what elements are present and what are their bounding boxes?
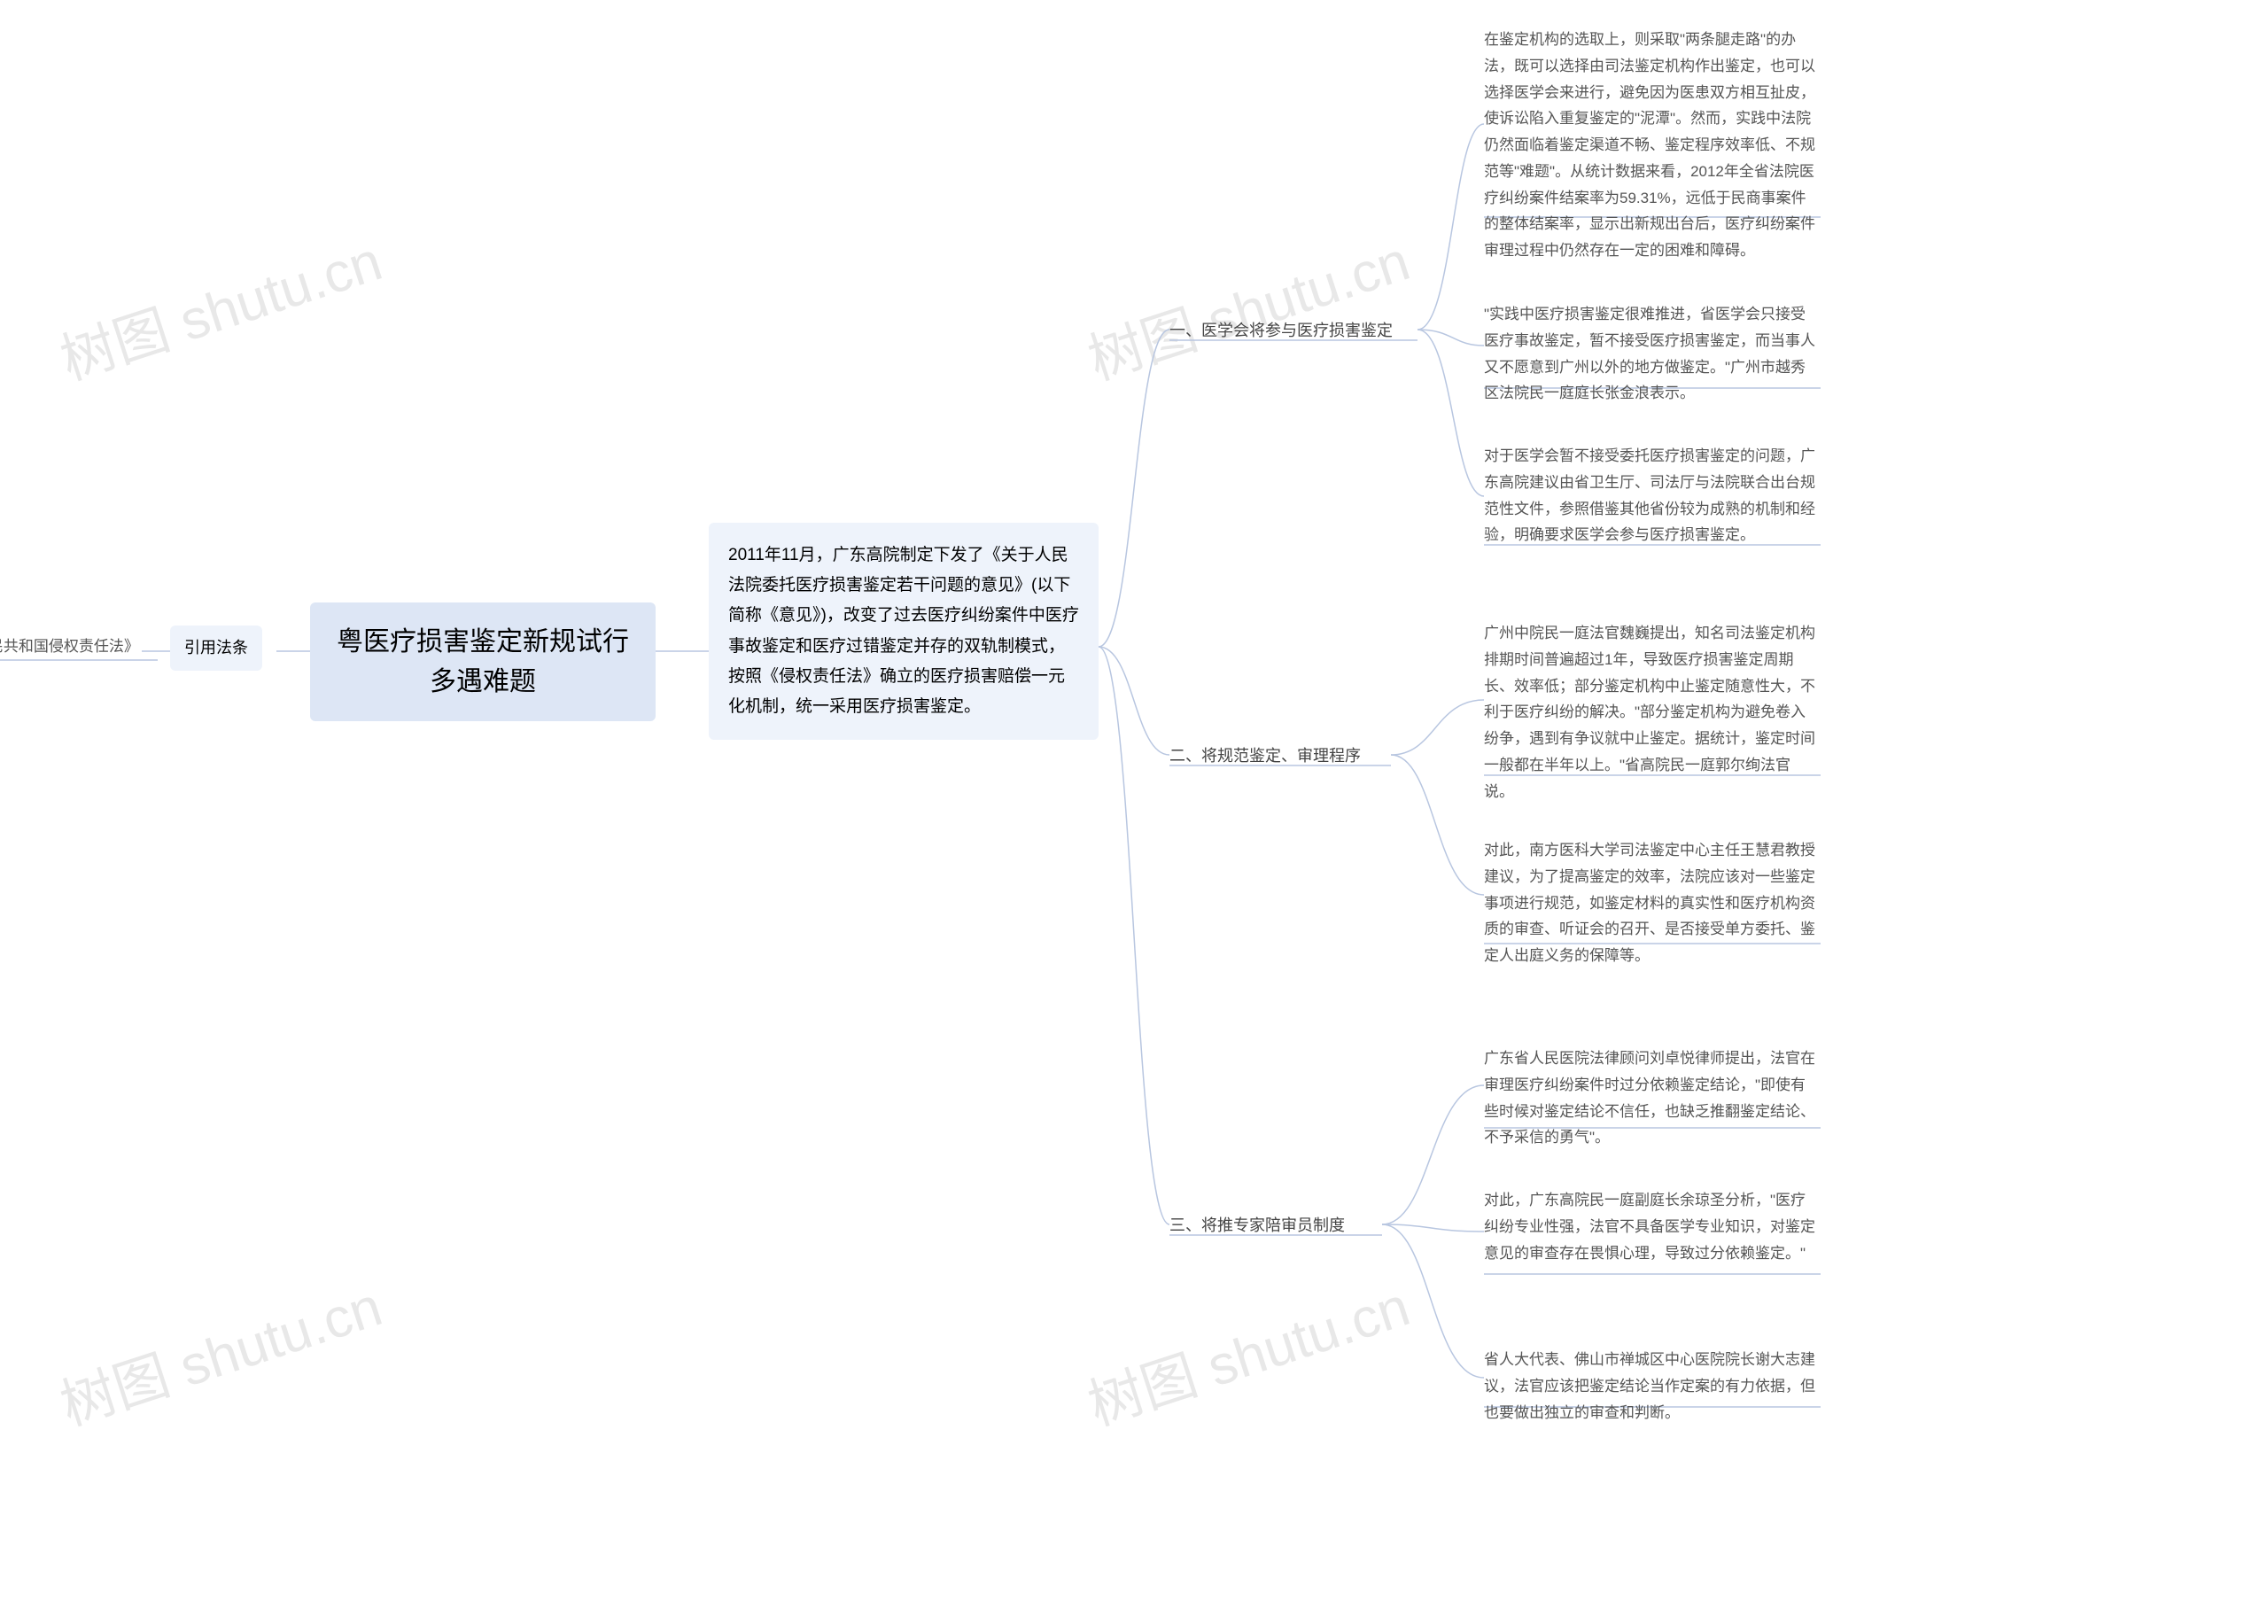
- section-2-label: 二、将规范鉴定、审理程序: [1169, 742, 1391, 770]
- root-title-line2: 多遇难题: [337, 662, 629, 702]
- root-title-line1: 粤医疗损害鉴定新规试行: [337, 622, 629, 662]
- intro-node: 2011年11月，广东高院制定下发了《关于人民法院委托医疗损害鉴定若干问题的意见…: [709, 523, 1099, 740]
- section-3-text: 三、将推专家陪审员制度: [1169, 1216, 1345, 1234]
- watermark: 树图 shutu.cn: [49, 216, 390, 395]
- intro-text: 2011年11月，广东高院制定下发了《关于人民法院委托医疗损害鉴定若干问题的意见…: [728, 546, 1079, 716]
- leaf-text: 广东省人民医院法律顾问刘卓悦律师提出，法官在审理医疗纠纷案件时过分依赖鉴定结论，…: [1484, 1050, 1815, 1146]
- leaf-text: 省人大代表、佛山市禅城区中心医院院长谢大志建议，法官应该把鉴定结论当作定案的有力…: [1484, 1351, 1815, 1421]
- mindmap-root: 粤医疗损害鉴定新规试行 多遇难题: [310, 602, 656, 721]
- section-3-item-0: 广东省人民医院法律顾问刘卓悦律师提出，法官在审理医疗纠纷案件时过分依赖鉴定结论，…: [1484, 1045, 1821, 1151]
- section-3-item-2: 省人大代表、佛山市禅城区中心医院院长谢大志建议，法官应该把鉴定结论当作定案的有力…: [1484, 1347, 1821, 1426]
- section-2-item-1: 对此，南方医科大学司法鉴定中心主任王慧君教授建议，为了提高鉴定的效率，法院应该对…: [1484, 837, 1821, 969]
- section-1-item-2: 对于医学会暂不接受委托医疗损害鉴定的问题，广东高院建议由省卫生厅、司法厅与法院联…: [1484, 443, 1821, 548]
- ref-item-node: [1]《中华人民共和国侵权责任法》: [0, 633, 158, 660]
- section-1-item-1: "实践中医疗损害鉴定很难推进，省医学会只接受医疗事故鉴定，暂不接受医疗损害鉴定，…: [1484, 301, 1821, 407]
- watermark: 树图 shutu.cn: [1076, 1262, 1418, 1441]
- leaf-text: 对于医学会暂不接受委托医疗损害鉴定的问题，广东高院建议由省卫生厅、司法厅与法院联…: [1484, 447, 1815, 543]
- section-1-item-0: 在鉴定机构的选取上，则采取"两条腿走路"的办法，既可以选择由司法鉴定机构作出鉴定…: [1484, 27, 1821, 264]
- leaf-text: 在鉴定机构的选取上，则采取"两条腿走路"的办法，既可以选择由司法鉴定机构作出鉴定…: [1484, 31, 1815, 259]
- leaf-text: 对此，南方医科大学司法鉴定中心主任王慧君教授建议，为了提高鉴定的效率，法院应该对…: [1484, 842, 1815, 964]
- leaf-text: 对此，广东高院民一庭副庭长余琼圣分析，"医疗纠纷专业性强，法官不具备医学专业知识…: [1484, 1192, 1815, 1262]
- section-2-item-0: 广州中院民一庭法官魏巍提出，知名司法鉴定机构排期时间普遍超过1年，导致医疗损害鉴…: [1484, 620, 1821, 804]
- section-2-text: 二、将规范鉴定、审理程序: [1169, 747, 1361, 765]
- ref-label-text: 引用法条: [184, 639, 248, 657]
- section-3-label: 三、将推专家陪审员制度: [1169, 1212, 1382, 1239]
- leaf-text: "实践中医疗损害鉴定很难推进，省医学会只接受医疗事故鉴定，暂不接受医疗损害鉴定，…: [1484, 306, 1815, 401]
- ref-item-text: [1]《中华人民共和国侵权责任法》: [0, 638, 139, 655]
- section-1-label: 一、医学会将参与医疗损害鉴定: [1169, 317, 1418, 345]
- ref-label-node: 引用法条: [170, 626, 262, 671]
- watermark: 树图 shutu.cn: [1076, 216, 1418, 395]
- section-3-item-1: 对此，广东高院民一庭副庭长余琼圣分析，"医疗纠纷专业性强，法官不具备医学专业知识…: [1484, 1187, 1821, 1266]
- watermark: 树图 shutu.cn: [49, 1262, 390, 1441]
- mindmap-connectors: [0, 0, 2268, 1624]
- leaf-text: 广州中院民一庭法官魏巍提出，知名司法鉴定机构排期时间普遍超过1年，导致医疗损害鉴…: [1484, 625, 1815, 800]
- section-1-text: 一、医学会将参与医疗损害鉴定: [1169, 322, 1393, 339]
